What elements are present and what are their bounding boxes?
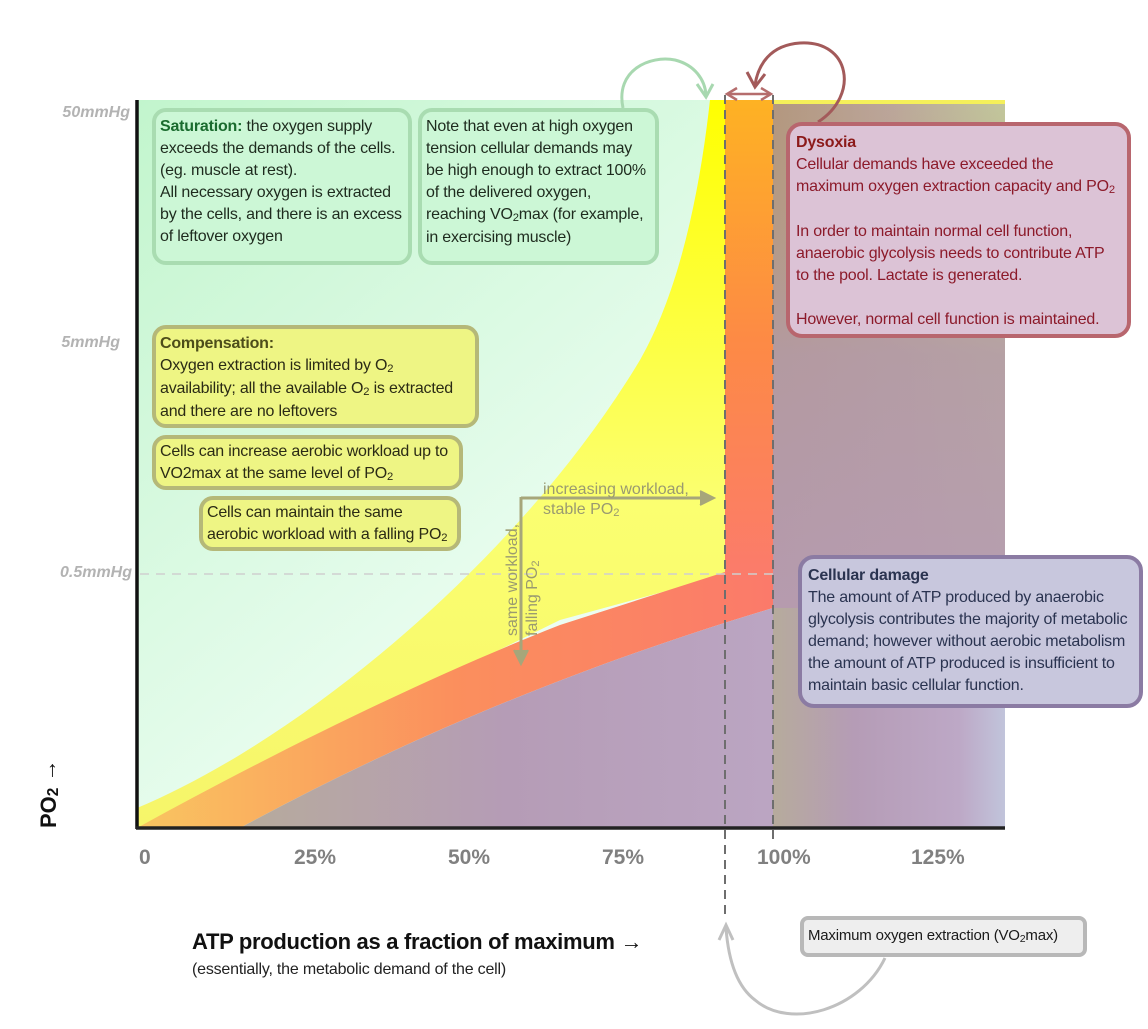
y-tick-50mmhg: 50mmHg <box>62 104 130 121</box>
x-tick-25: 25% <box>294 846 337 869</box>
x-tick-125: 125% <box>911 846 965 869</box>
saturation-text-2: All necessary oxygen is extracted by the… <box>160 184 402 245</box>
y-tick-0-5mmhg: 0.5mmHg <box>59 564 132 581</box>
vo2max-box: Maximum oxygen extraction (VO2max) <box>800 916 1087 957</box>
note-pointer-arrow <box>620 57 708 109</box>
x-tick-0: 0 <box>139 846 151 869</box>
saturation-box: Saturation: the oxygen supply exceeds th… <box>152 108 412 265</box>
note-text-a: Note that even at high oxygen tension ce… <box>426 118 646 223</box>
saturation-text-1: the oxygen supply exceeds the demands of… <box>160 118 396 179</box>
same-workload-label: same workload, falling PO2 <box>504 523 542 636</box>
increasing-workload-label: increasing workload, stable PO2 <box>543 481 689 519</box>
anaerobic-band <box>137 100 773 828</box>
y-tick-5mmhg: 5mmHg <box>61 334 120 351</box>
x-axis-subtitle: (essentially, the metabolic demand of th… <box>192 961 507 978</box>
note-box: Note that even at high oxygen tension ce… <box>418 108 659 265</box>
vo2max-pointer-arrow <box>724 927 887 1016</box>
dysoxia-heading: Dysoxia <box>796 134 856 151</box>
cellular-damage-text: The amount of ATP produced by anaerobic … <box>808 589 1128 694</box>
dysoxia-box: Dysoxia Cellular demands have exceeded t… <box>786 122 1131 338</box>
x-axis-title: ATP production as a fraction of maximum … <box>192 929 643 954</box>
saturation-heading: Saturation: <box>160 118 243 135</box>
y-axis-title: PO2 → <box>36 759 63 828</box>
compensation-box: Compensation: Oxygen extraction is limit… <box>152 325 479 428</box>
cellular-damage-heading: Cellular damage <box>808 567 929 584</box>
x-tick-75: 75% <box>602 846 645 869</box>
x-tick-50: 50% <box>448 846 491 869</box>
compensation-heading: Compensation: <box>160 335 274 352</box>
increase-workload-box: Cells can increase aerobic workload up t… <box>152 435 463 490</box>
maintain-workload-box: Cells can maintain the same aerobic work… <box>199 496 461 551</box>
dysoxia-pointer-arrow <box>753 41 846 124</box>
cellular-damage-box: Cellular damage The amount of ATP produc… <box>798 555 1143 708</box>
note-text-b: max (for example, in exercising muscle) <box>426 206 644 246</box>
x-tick-100: 100% <box>757 846 811 869</box>
